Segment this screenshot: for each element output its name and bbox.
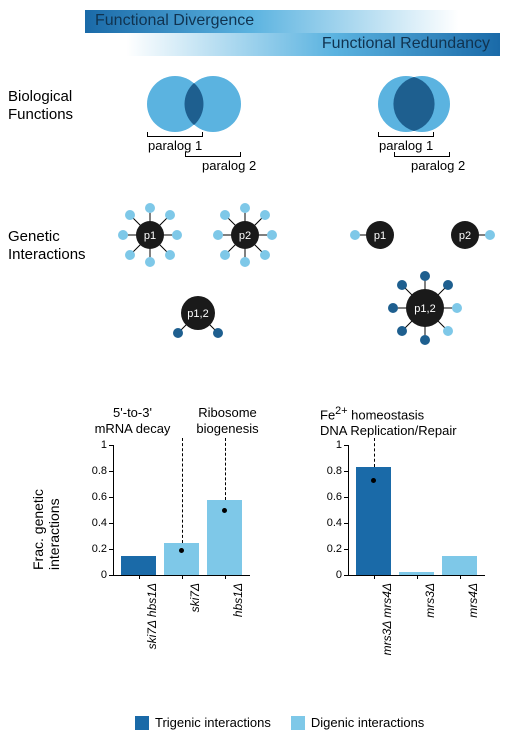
- network-divergent: p1 p2 p1,2: [110, 195, 290, 355]
- label-left-p1: paralog 1: [148, 138, 202, 153]
- row-label-biological: BiologicalFunctions: [8, 88, 73, 124]
- bracket-left-p2: [185, 152, 241, 157]
- chart-left: 00.20.40.60.81ski7Δ hbs1Δski7Δhbs1Δ: [85, 445, 255, 585]
- label-right-p1: paralog 1: [379, 138, 433, 153]
- legend: Trigenic interactions Digenic interactio…: [135, 715, 424, 730]
- svg-text:p1: p1: [144, 230, 156, 242]
- bar: [121, 556, 156, 576]
- bracket-left-p1: [147, 132, 203, 137]
- x-label: mrs3Δ: [423, 583, 437, 683]
- svg-text:p1: p1: [374, 230, 386, 242]
- legend-digenic-label: Digenic interactions: [311, 715, 424, 730]
- label-right-p2: paralog 2: [411, 158, 465, 173]
- chart-right: 00.20.40.60.81mrs3Δ mrs4Δmrs3Δmrs4Δ: [320, 445, 490, 585]
- row-label-genetic: GeneticInteractions: [8, 228, 86, 264]
- chart-title-ribosome: Ribosomebiogenesis: [185, 405, 270, 436]
- legend-digenic: Digenic interactions: [291, 715, 424, 730]
- swatch-digenic: [291, 716, 305, 730]
- legend-trigenic: Trigenic interactions: [135, 715, 271, 730]
- y-axis-label: Frac. geneticinteractions: [30, 489, 62, 570]
- bracket-right-p2: [394, 152, 450, 157]
- swatch-trigenic: [135, 716, 149, 730]
- x-label: ski7Δ hbs1Δ: [145, 583, 159, 683]
- svg-text:p2: p2: [239, 230, 251, 242]
- label-left-p2: paralog 2: [202, 158, 256, 173]
- x-label: hbs1Δ: [231, 583, 245, 683]
- gradient-header: Functional Divergence Functional Redunda…: [85, 10, 500, 56]
- bar: [442, 556, 477, 576]
- x-label: mrs3Δ mrs4Δ: [380, 583, 394, 683]
- label-divergence: Functional Divergence: [95, 12, 254, 30]
- svg-text:p1,2: p1,2: [187, 308, 208, 320]
- svg-text:p2: p2: [459, 230, 471, 242]
- x-label: ski7Δ: [188, 583, 202, 683]
- bar: [356, 467, 391, 575]
- bracket-right-p1: [378, 132, 434, 137]
- label-redundancy: Functional Redundancy: [322, 35, 490, 53]
- legend-trigenic-label: Trigenic interactions: [155, 715, 271, 730]
- network-redundant: p1 p2 p1,2: [335, 195, 515, 355]
- svg-text:p1,2: p1,2: [414, 303, 435, 315]
- chart-title-mrna: 5'-to-3'mRNA decay: [90, 405, 175, 436]
- chart-title-fe: Fe2+ homeostasisDNA Replication/Repair: [320, 405, 500, 439]
- x-label: mrs4Δ: [466, 583, 480, 683]
